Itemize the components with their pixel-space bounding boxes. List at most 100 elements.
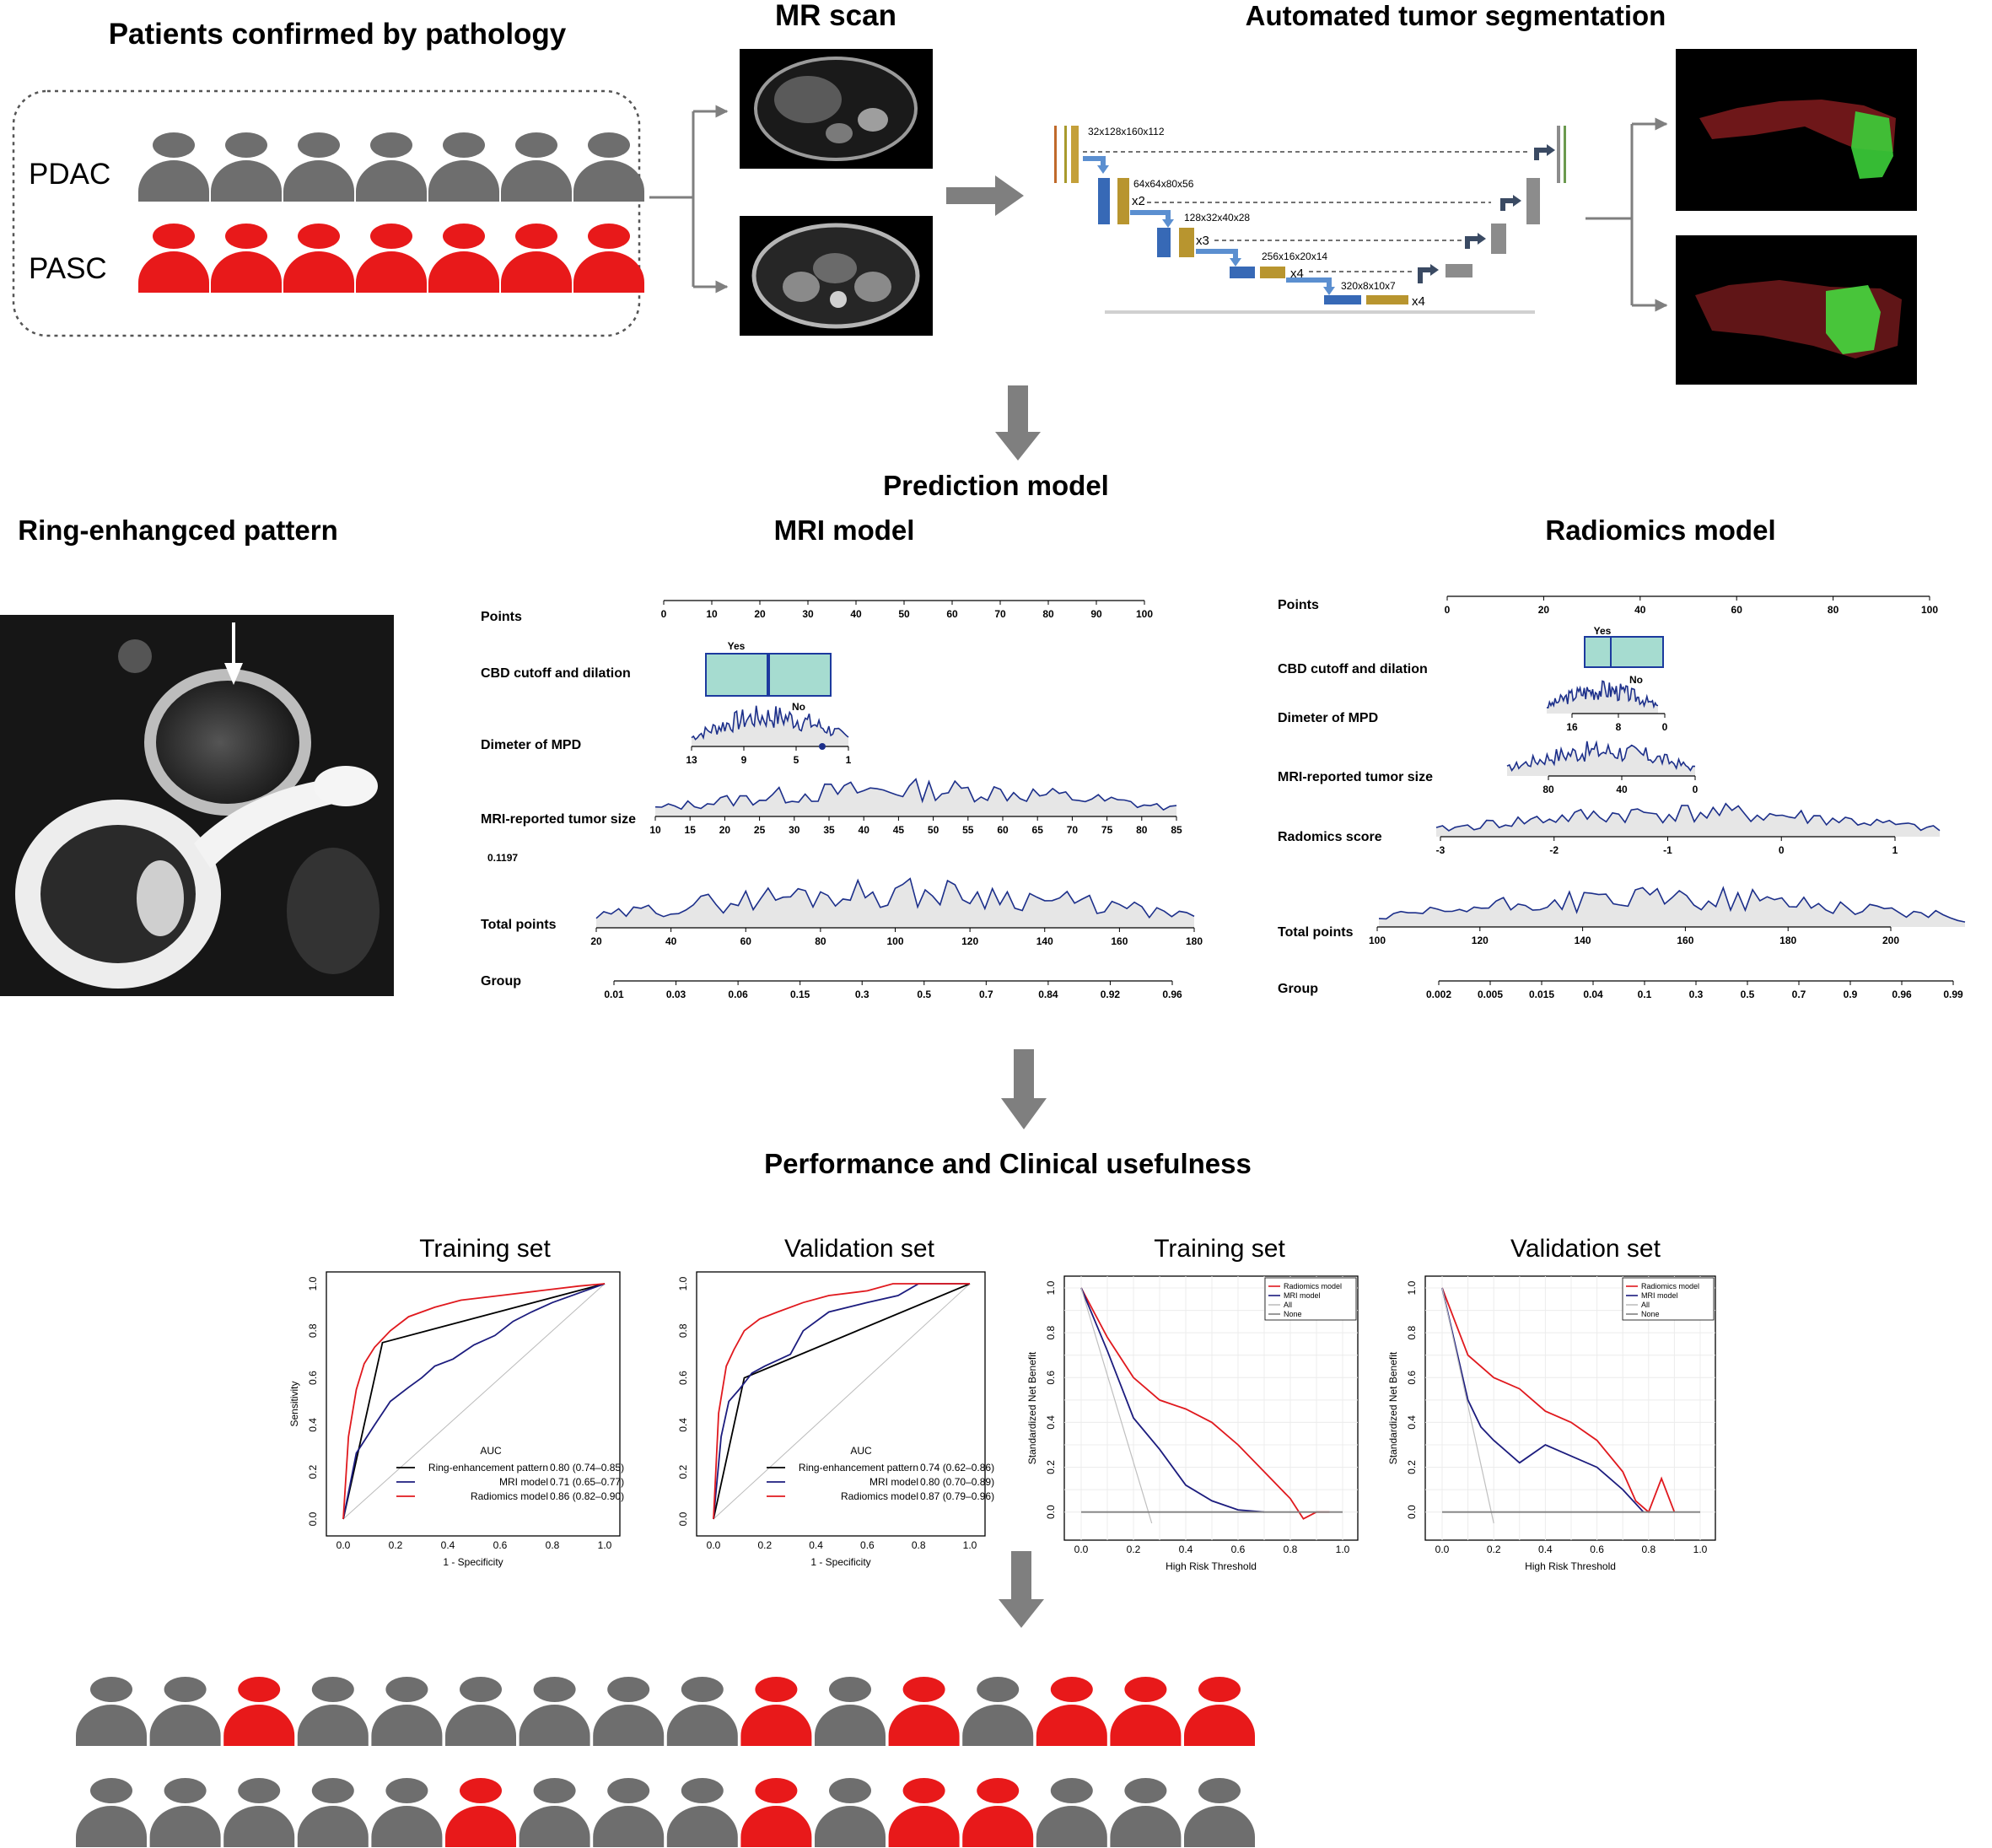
y-tick-label: 0.2 bbox=[677, 1465, 689, 1479]
rad-total-tick-label: 100 bbox=[1369, 935, 1386, 946]
legend-series-name: MRI model bbox=[1284, 1291, 1321, 1300]
segmentation-heading: Automated tumor segmentation bbox=[1246, 0, 1666, 31]
y-tick-label: 0.4 bbox=[307, 1418, 319, 1432]
rad-group-tick-label: 0.3 bbox=[1689, 989, 1704, 1000]
rad-score-density-fill bbox=[1436, 803, 1940, 837]
pdac-outcome-icon bbox=[593, 1778, 665, 1847]
y-axis-label: Standardized Net Benefit bbox=[1026, 1351, 1038, 1464]
rad-group-tick-label: 0.96 bbox=[1892, 989, 1912, 1000]
down-arrow-1 bbox=[995, 385, 1041, 461]
x-axis-label: 1 - Specificity bbox=[443, 1556, 503, 1568]
rad-score-tick-label: -1 bbox=[1663, 844, 1672, 856]
series-line-ring-enhancement-pattern bbox=[342, 1283, 606, 1520]
series-line-mri-model bbox=[1080, 1287, 1265, 1513]
rad-cbd-no-box bbox=[1610, 636, 1664, 668]
mri-size-tick-label: 75 bbox=[1101, 824, 1113, 836]
rad-group-tick-label: 0.1 bbox=[1638, 989, 1652, 1000]
rad-total-tick-label: 120 bbox=[1472, 935, 1489, 946]
unet-level4-label: 256x16x20x14 bbox=[1262, 251, 1327, 262]
scan-to-unet-arrow bbox=[946, 175, 1024, 216]
pasc-outcome-icon bbox=[223, 1677, 295, 1746]
pdac-patient-icon bbox=[573, 132, 644, 202]
mri-total-density-fill bbox=[596, 878, 1194, 928]
pasc-patient-icon bbox=[501, 224, 572, 293]
down-arrow-2 bbox=[1001, 1049, 1047, 1129]
rad-points-tick-label: 80 bbox=[1828, 604, 1839, 616]
series-line-all bbox=[1080, 1287, 1153, 1524]
y-tick-label: 0.8 bbox=[1045, 1325, 1057, 1339]
rad-mpd-tick-label: 0 bbox=[1662, 721, 1668, 733]
pdac-outcome-icon bbox=[1036, 1778, 1107, 1847]
radiomics-nomogram-row-label: Group bbox=[1278, 982, 1318, 996]
legend-series-name: Ring-enhancement pattern bbox=[428, 1462, 548, 1474]
pdac-patient-icon bbox=[428, 132, 499, 202]
pasc-label: PASC bbox=[29, 252, 107, 285]
y-tick-label: 0.2 bbox=[1045, 1460, 1057, 1474]
y-tick-label: 0.2 bbox=[1406, 1460, 1418, 1474]
mri-nomogram-row-label: CBD cutoff and dilation bbox=[481, 666, 631, 681]
rad-score-tick-label: -2 bbox=[1549, 844, 1559, 856]
pdac-outcome-icon bbox=[1110, 1778, 1182, 1847]
patient-icons bbox=[138, 132, 644, 293]
radiomics-nomogram-row-label: MRI-reported tumor size bbox=[1278, 770, 1433, 784]
unet-level1-label: 32x128x160x112 bbox=[1088, 126, 1165, 137]
series-line-radiomics-model bbox=[1080, 1287, 1330, 1520]
x-tick-label: 1.0 bbox=[598, 1539, 612, 1551]
mri-points-tick-label: 0 bbox=[661, 608, 667, 620]
rad-total-tick-label: 160 bbox=[1677, 935, 1693, 946]
rad-group-tick-label: 0.5 bbox=[1741, 989, 1755, 1000]
pdac-outcome-icon bbox=[76, 1778, 147, 1847]
mri-size-tick-label: 65 bbox=[1032, 824, 1044, 836]
rad-group-tick-label: 0.015 bbox=[1529, 989, 1554, 1000]
legend-series-auc: 0.74 (0.62–0.86) bbox=[920, 1462, 994, 1474]
x-tick-label: 0.0 bbox=[1074, 1544, 1089, 1555]
mri-size-tick-label: 85 bbox=[1171, 824, 1182, 836]
rad-group-tick-label: 0.9 bbox=[1844, 989, 1858, 1000]
series-line-radiomics-model bbox=[342, 1283, 606, 1520]
legend-series-name: Radiomics model bbox=[841, 1490, 918, 1502]
unet-level2-rep: x2 bbox=[1132, 194, 1145, 208]
unet-level2-label: 64x64x80x56 bbox=[1133, 178, 1194, 190]
legend-box bbox=[1622, 1277, 1715, 1321]
unet-level5-rep: x4 bbox=[1412, 294, 1425, 309]
radiomics-nomogram-row-label: Radomics score bbox=[1278, 830, 1382, 844]
y-tick-label: 1.0 bbox=[1045, 1280, 1057, 1295]
x-tick-label: 0.0 bbox=[336, 1539, 351, 1551]
unet-level3-label: 128x32x40x28 bbox=[1184, 212, 1250, 224]
legend-title: AUC bbox=[480, 1445, 502, 1457]
y-tick-label: 0.6 bbox=[1045, 1371, 1057, 1385]
mri-points-tick-label: 60 bbox=[946, 608, 958, 620]
pasc-outcome-icon bbox=[1110, 1677, 1182, 1746]
series-line-mri-model bbox=[342, 1283, 606, 1520]
mri-points-tick-label: 30 bbox=[802, 608, 814, 620]
mri-group-tick-label: 0.96 bbox=[1162, 989, 1182, 1000]
pdac-outcome-icon bbox=[815, 1778, 886, 1847]
series-line-mri-model bbox=[1441, 1287, 1645, 1513]
pdac-outcome-icon bbox=[76, 1677, 147, 1746]
outcome-patient-icons bbox=[76, 1677, 1255, 1847]
y-tick-label: 0.8 bbox=[1406, 1325, 1418, 1339]
x-tick-label: 0.4 bbox=[441, 1539, 455, 1551]
pdac-outcome-icon bbox=[815, 1677, 886, 1746]
mri-mpd-marker bbox=[819, 743, 826, 750]
mri-marker-value: 0.1197 bbox=[487, 852, 518, 864]
rad-points-tick-label: 100 bbox=[1921, 604, 1938, 616]
mri-size-tick-label: 25 bbox=[754, 824, 766, 836]
rad-score-density-curve bbox=[1435, 802, 1941, 832]
mri-size-density-fill bbox=[655, 779, 1176, 816]
legend-series-auc: 0.71 (0.65–0.77) bbox=[550, 1476, 624, 1488]
x-tick-label: 0.4 bbox=[809, 1539, 823, 1551]
performance-charts: Training set0.00.00.20.20.40.40.60.60.80… bbox=[288, 1235, 1716, 1572]
mri-size-tick-label: 20 bbox=[719, 824, 731, 836]
x-tick-label: 0.6 bbox=[1231, 1544, 1246, 1555]
mri-group-tick-label: 0.03 bbox=[666, 989, 686, 1000]
x-axis-label: High Risk Threshold bbox=[1166, 1560, 1257, 1572]
y-tick-label: 0.0 bbox=[677, 1511, 689, 1526]
pdac-outcome-icon bbox=[1184, 1778, 1255, 1847]
pdac-outcome-icon bbox=[666, 1677, 738, 1746]
mri-group-tick-label: 0.5 bbox=[917, 989, 931, 1000]
box-to-scan-connector bbox=[649, 105, 729, 294]
mr-image-1 bbox=[740, 49, 933, 169]
x-tick-label: 0.6 bbox=[860, 1539, 875, 1551]
y-tick-label: 0.6 bbox=[1406, 1371, 1418, 1385]
